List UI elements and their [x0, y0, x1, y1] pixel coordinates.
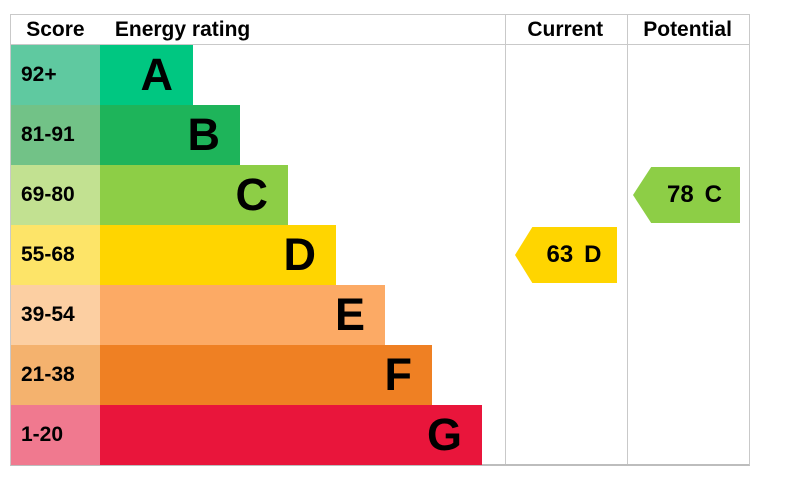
bar-area: G: [100, 405, 505, 465]
rating-bar: G: [100, 405, 482, 465]
current-rating-arrow: 63 D: [515, 227, 617, 283]
rating-bar: E: [100, 285, 385, 345]
band-row-c: 69-80 C: [11, 165, 749, 225]
score-range-cell: 39-54: [11, 285, 100, 345]
band-row-g: 1-20 G: [11, 405, 749, 465]
band-letter: B: [187, 109, 221, 160]
potential-rating-value: 78: [666, 181, 694, 208]
rating-bar: D: [100, 225, 336, 285]
band-row-d: 55-68 D: [11, 225, 749, 285]
potential-column-header: Potential: [643, 18, 732, 41]
band-letter: E: [334, 289, 365, 340]
score-range-cell: 69-80: [11, 165, 100, 225]
current-column-divider: [505, 15, 506, 464]
potential-rating-band: C: [704, 181, 723, 208]
band-letter: G: [426, 409, 462, 460]
band-row-b: 81-91 B: [11, 105, 749, 165]
rating-bar: F: [100, 345, 432, 405]
table-header-row: Score Energy rating Current Potential: [11, 15, 749, 45]
bar-area: E: [100, 285, 505, 345]
band-letter: A: [140, 49, 174, 100]
score-column-header: Score: [26, 18, 85, 41]
potential-column-divider: [627, 15, 628, 464]
current-rating-band: D: [584, 241, 602, 268]
band-letter: F: [384, 349, 413, 400]
rating-bar: C: [100, 165, 288, 225]
energy-rating-column-header: Energy rating: [114, 18, 251, 41]
bar-area: C: [100, 165, 505, 225]
band-letter: C: [235, 169, 269, 220]
score-range-cell: 1-20: [11, 405, 100, 465]
score-range-cell: 81-91: [11, 105, 100, 165]
current-rating-value: 63: [546, 241, 574, 268]
current-column-header: Current: [527, 18, 604, 41]
band-row-a: 92+ A: [11, 45, 749, 105]
score-range-cell: 92+: [11, 45, 100, 105]
bar-area: D: [100, 225, 505, 285]
band-row-e: 39-54 E: [11, 285, 749, 345]
score-range-cell: 55-68: [11, 225, 100, 285]
bar-area: A: [100, 45, 505, 105]
potential-rating-arrow: 78 C: [633, 167, 740, 223]
bar-area: B: [100, 105, 505, 165]
band-row-f: 21-38 F: [11, 345, 749, 405]
bar-area: F: [100, 345, 505, 405]
score-range-cell: 21-38: [11, 345, 100, 405]
epc-table: Score Energy rating Current Potential 92…: [10, 14, 750, 466]
rating-bar: A: [100, 45, 193, 105]
rating-bar: B: [100, 105, 240, 165]
band-letter: D: [283, 229, 317, 280]
